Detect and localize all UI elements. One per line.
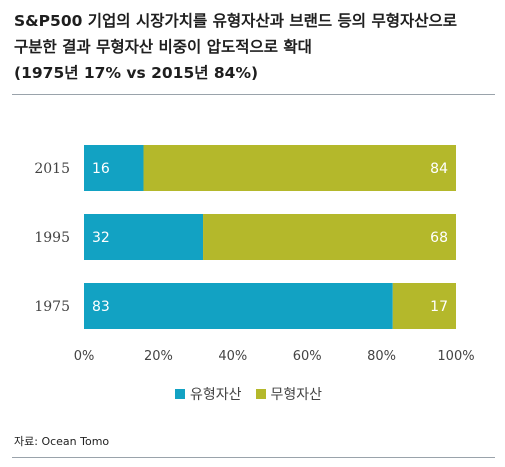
bar-1995-intangible [203, 214, 456, 260]
legend-swatch-intangible [255, 389, 266, 399]
legend-item-tangible: 유형자산 [175, 384, 242, 404]
chart-title: S&P500 기업의 시장가치를 유형자산과 브랜드 등의 무형자산으로 구분한… [14, 8, 494, 86]
x-tick-label-0: 0% [74, 349, 95, 364]
x-tick-label-1: 20% [144, 349, 173, 364]
data-label-1995-tangible: 32 [92, 230, 110, 246]
category-label-2015: 2015 [34, 161, 70, 177]
x-tick-label-2: 40% [218, 349, 247, 364]
title-line-1: S&P500 기업의 시장가치를 유형자산과 브랜드 등의 무형자산으로 [14, 12, 458, 30]
title-line-3: (1975년 17% vs 2015년 84%) [14, 64, 259, 82]
source-note: 자료: Ocean Tomo [14, 435, 110, 448]
bottom-divider [12, 457, 495, 458]
legend-item-intangible: 무형자산 [255, 384, 323, 404]
title-line-2: 구분한 결과 무형자산 비중이 압도적으로 확대 [14, 38, 312, 56]
bar-2015-tangible [84, 145, 144, 191]
stacked-bar-chart: 16 84 2015 32 68 1995 83 17 1975 0% 20% 40% 60% 80% 10… [34, 145, 475, 364]
legend: 유형자산 무형자산 [175, 384, 322, 404]
legend-label-tangible: 유형자산 [190, 387, 242, 403]
bar-1995-tangible [84, 214, 204, 260]
x-tick-label-5: 100% [437, 349, 474, 364]
x-tick-label-3: 60% [293, 349, 322, 364]
data-label-2015-intangible: 84 [430, 161, 448, 177]
top-divider [12, 94, 495, 95]
data-label-2015-tangible: 16 [92, 161, 110, 177]
category-label-1975: 1975 [34, 299, 70, 315]
legend-label-intangible: 무형자산 [270, 387, 323, 403]
data-label-1995-intangible: 68 [430, 230, 448, 246]
bar-1975-tangible [84, 283, 393, 329]
bar-1975-intangible [392, 283, 456, 329]
legend-swatch-tangible [175, 389, 185, 399]
bar-2015-intangible [143, 145, 456, 191]
data-label-1975-tangible: 83 [92, 299, 110, 315]
data-label-1975-intangible: 17 [430, 299, 448, 315]
x-tick-label-4: 80% [367, 349, 396, 364]
category-label-1995: 1995 [34, 230, 70, 246]
